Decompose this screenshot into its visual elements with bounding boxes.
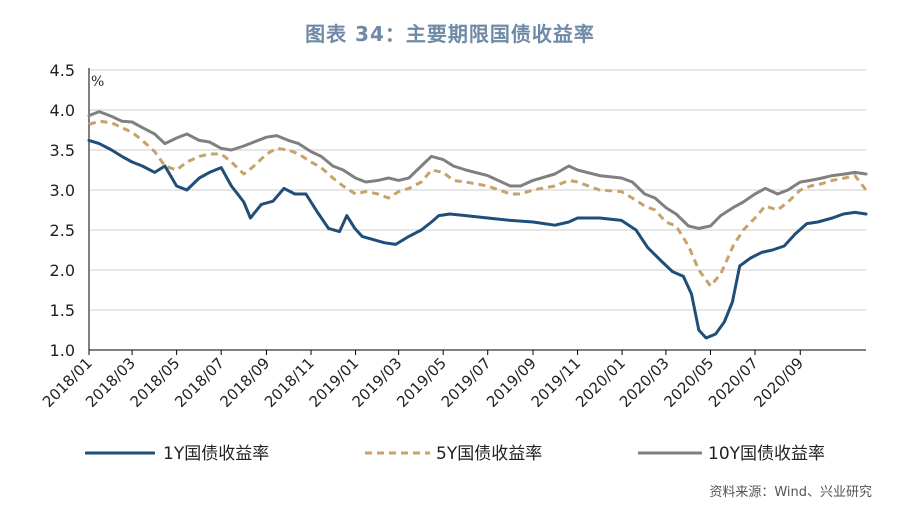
- series-line-1y: [87, 138, 868, 340]
- y-tick-label: 3.0: [50, 181, 75, 200]
- legend-label-10y: 10Y国债收益率: [708, 444, 825, 464]
- chart-title: 图表 34：主要期限国债收益率: [305, 22, 595, 46]
- axes: 1.01.52.02.53.03.54.04.5%2018/012018/032…: [39, 61, 866, 411]
- legend: 1Y国债收益率 5Y国债收益率 10Y国债收益率: [85, 444, 825, 464]
- y-tick-label: 4.0: [50, 101, 75, 120]
- y-tick-label: 1.5: [50, 301, 75, 320]
- y-tick-label: 3.5: [50, 141, 75, 160]
- series-line-10y: [87, 110, 868, 230]
- series-line-5y: [88, 119, 868, 288]
- source-note: 资料来源：Wind、兴业研究: [709, 485, 872, 500]
- series-lines: [87, 110, 868, 340]
- y-tick-label: 2.5: [50, 221, 75, 240]
- legend-label-5y: 5Y国债收益率: [436, 444, 542, 464]
- y-tick-label: 1.0: [50, 341, 75, 360]
- y-tick-label: 4.5: [50, 61, 75, 80]
- x-tick-label: 2020/09: [750, 354, 807, 411]
- legend-label-1y: 1Y国债收益率: [163, 444, 269, 464]
- y-tick-label: 2.0: [50, 261, 75, 280]
- grid-lines: [89, 69, 866, 311]
- y-unit-label: %: [91, 74, 104, 90]
